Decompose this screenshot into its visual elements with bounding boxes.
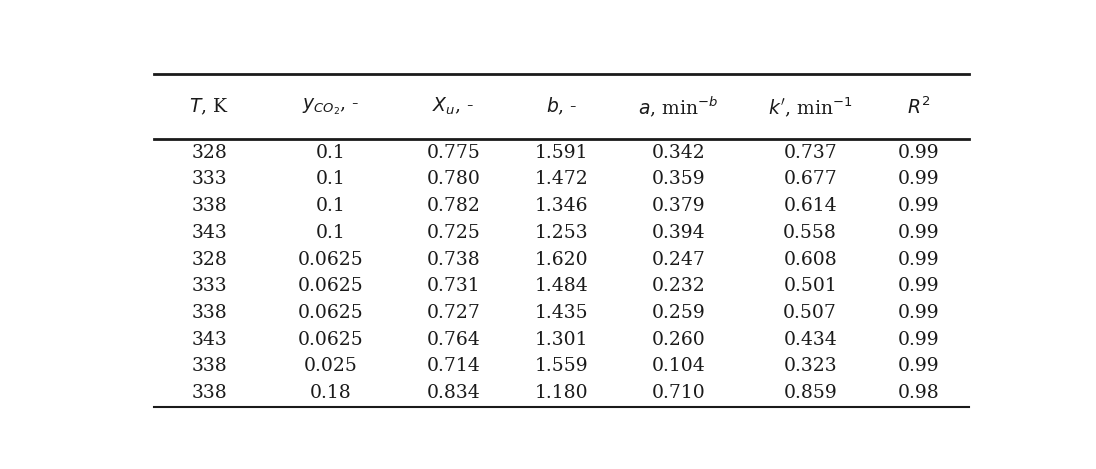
Text: 0.259: 0.259 [652,304,706,322]
Text: 1.301: 1.301 [535,331,589,349]
Text: 1.620: 1.620 [535,250,589,269]
Text: 1.435: 1.435 [535,304,589,322]
Text: 0.1: 0.1 [316,144,345,162]
Text: 0.677: 0.677 [784,170,837,189]
Text: 1.346: 1.346 [535,197,589,215]
Text: 343: 343 [192,331,227,349]
Text: $\mathit{y}_{CO_2}$, -: $\mathit{y}_{CO_2}$, - [301,97,358,117]
Text: 0.99: 0.99 [898,144,939,162]
Text: 333: 333 [192,277,227,295]
Text: 0.99: 0.99 [898,304,939,322]
Text: 0.104: 0.104 [652,357,706,376]
Text: 0.614: 0.614 [784,197,837,215]
Text: 0.782: 0.782 [426,197,480,215]
Text: 0.0625: 0.0625 [297,331,363,349]
Text: 0.99: 0.99 [898,197,939,215]
Text: $\mathit{T}$, K: $\mathit{T}$, K [190,97,229,117]
Text: 0.232: 0.232 [652,277,706,295]
Text: 1.180: 1.180 [535,384,589,402]
Text: 0.342: 0.342 [652,144,706,162]
Text: 0.834: 0.834 [426,384,480,402]
Text: 0.434: 0.434 [784,331,837,349]
Text: 0.0625: 0.0625 [297,277,363,295]
Text: 0.558: 0.558 [784,224,837,242]
Text: 0.725: 0.725 [426,224,480,242]
Text: 328: 328 [192,250,227,269]
Text: $\mathit{X}_u$, -: $\mathit{X}_u$, - [432,96,475,118]
Text: $\mathit{a}$, min$^{-b}$: $\mathit{a}$, min$^{-b}$ [638,95,719,119]
Text: 0.1: 0.1 [316,197,345,215]
Text: 0.99: 0.99 [898,170,939,189]
Text: 0.025: 0.025 [304,357,357,376]
Text: 0.0625: 0.0625 [297,304,363,322]
Text: 333: 333 [192,170,227,189]
Text: $\mathit{b}$, -: $\mathit{b}$, - [546,96,578,117]
Text: 338: 338 [192,384,227,402]
Text: 0.710: 0.710 [652,384,706,402]
Text: 0.99: 0.99 [898,357,939,376]
Text: 0.260: 0.260 [652,331,706,349]
Text: 338: 338 [192,357,227,376]
Text: 0.359: 0.359 [652,170,706,189]
Text: 0.859: 0.859 [784,384,837,402]
Text: 0.714: 0.714 [426,357,480,376]
Text: 338: 338 [192,197,227,215]
Text: 0.738: 0.738 [426,250,480,269]
Text: 0.0625: 0.0625 [297,250,363,269]
Text: 0.764: 0.764 [426,331,480,349]
Text: 343: 343 [192,224,227,242]
Text: 0.501: 0.501 [784,277,837,295]
Text: 1.253: 1.253 [535,224,589,242]
Text: 0.99: 0.99 [898,250,939,269]
Text: 338: 338 [192,304,227,322]
Text: 0.737: 0.737 [784,144,837,162]
Text: 1.484: 1.484 [535,277,589,295]
Text: 1.591: 1.591 [535,144,589,162]
Text: $\mathit{k}'$, min$^{-1}$: $\mathit{k}'$, min$^{-1}$ [768,95,853,119]
Text: 0.247: 0.247 [651,250,706,269]
Text: 0.1: 0.1 [316,224,345,242]
Text: 0.1: 0.1 [316,170,345,189]
Text: 0.727: 0.727 [426,304,480,322]
Text: 1.472: 1.472 [535,170,589,189]
Text: 0.394: 0.394 [652,224,706,242]
Text: 0.18: 0.18 [309,384,351,402]
Text: 0.507: 0.507 [784,304,837,322]
Text: $\mathit{R}^2$: $\mathit{R}^2$ [906,96,931,118]
Text: 0.775: 0.775 [426,144,480,162]
Text: 0.323: 0.323 [784,357,837,376]
Text: 0.608: 0.608 [784,250,837,269]
Text: 0.780: 0.780 [426,170,480,189]
Text: 0.99: 0.99 [898,277,939,295]
Text: 0.98: 0.98 [898,384,939,402]
Text: 0.99: 0.99 [898,224,939,242]
Text: 0.379: 0.379 [652,197,706,215]
Text: 0.99: 0.99 [898,331,939,349]
Text: 1.559: 1.559 [535,357,589,376]
Text: 328: 328 [192,144,227,162]
Text: 0.731: 0.731 [426,277,480,295]
